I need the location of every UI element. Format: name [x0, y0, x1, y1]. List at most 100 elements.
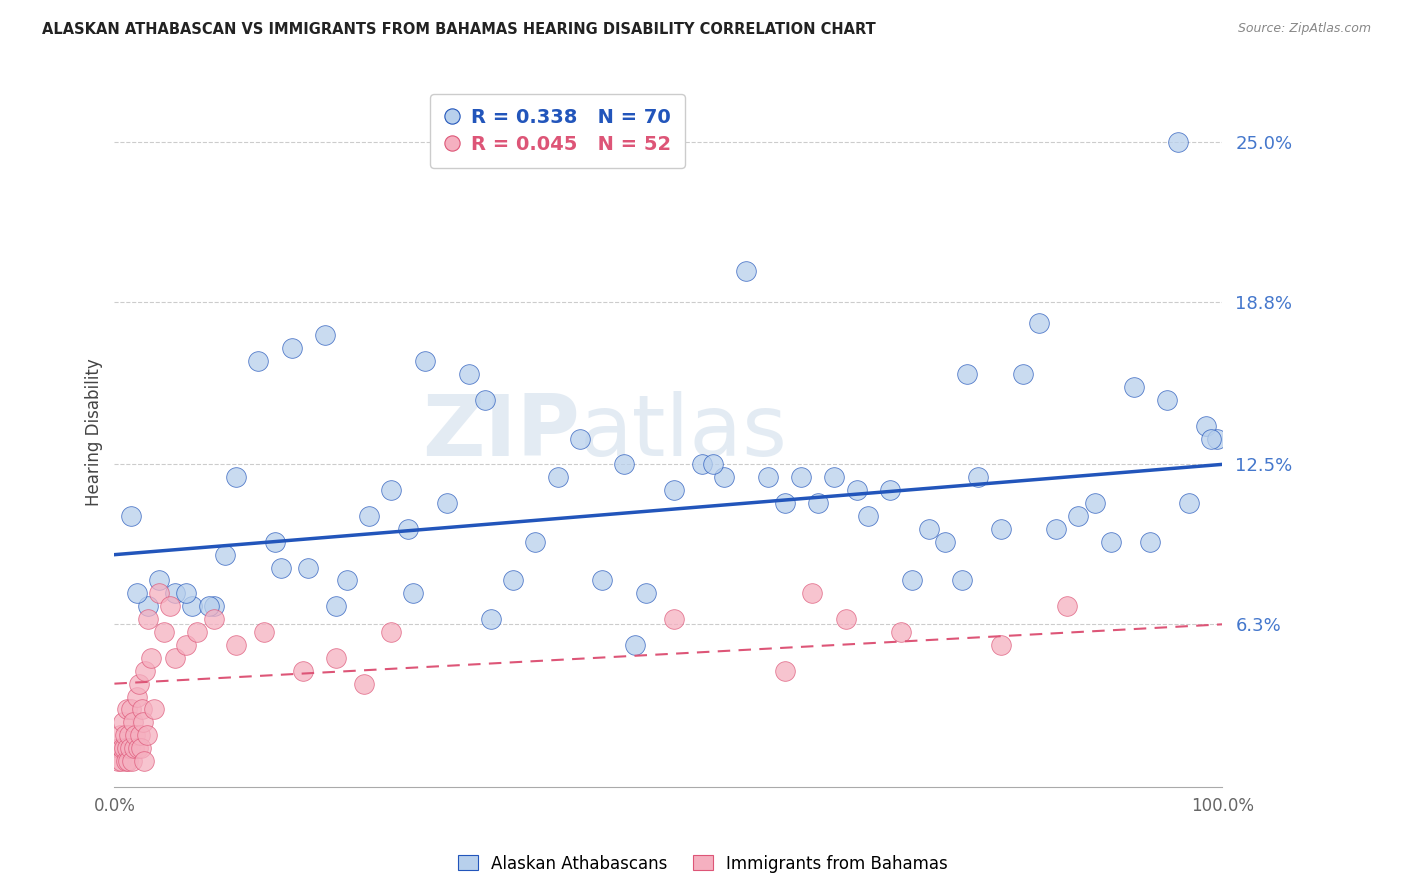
Point	[115, 741, 138, 756]
Point	[1045, 522, 1067, 536]
Point	[702, 458, 724, 472]
Point	[457, 367, 479, 381]
Point	[120, 508, 142, 523]
Point	[136, 599, 159, 614]
Point	[153, 625, 176, 640]
Point	[143, 702, 166, 716]
Point	[773, 496, 796, 510]
Point	[547, 470, 569, 484]
Point	[139, 651, 162, 665]
Point	[879, 483, 901, 498]
Point	[176, 586, 198, 600]
Point	[1156, 392, 1178, 407]
Point	[117, 754, 139, 768]
Point	[756, 470, 779, 484]
Point	[107, 754, 129, 768]
Point	[148, 586, 170, 600]
Point	[225, 638, 247, 652]
Point	[834, 612, 856, 626]
Legend: R = 0.338   N = 70, R = 0.045   N = 52: R = 0.338 N = 70, R = 0.045 N = 52	[430, 95, 685, 168]
Point	[118, 741, 141, 756]
Point	[124, 741, 146, 756]
Point	[134, 754, 156, 768]
Point	[801, 586, 824, 600]
Point	[359, 508, 381, 523]
Point	[568, 432, 591, 446]
Point	[662, 612, 685, 626]
Point	[280, 341, 302, 355]
Point	[436, 496, 458, 510]
Point	[325, 651, 347, 665]
Point	[591, 574, 613, 588]
Point	[115, 754, 138, 768]
Point	[112, 741, 135, 756]
Point	[1139, 534, 1161, 549]
Point	[396, 522, 419, 536]
Point	[990, 638, 1012, 652]
Point	[1011, 367, 1033, 381]
Point	[524, 534, 547, 549]
Point	[225, 470, 247, 484]
Point	[336, 574, 359, 588]
Point	[125, 690, 148, 704]
Point	[186, 625, 208, 640]
Point	[950, 574, 973, 588]
Point	[115, 702, 138, 716]
Point	[1028, 316, 1050, 330]
Point	[270, 560, 292, 574]
Legend: Alaskan Athabascans, Immigrants from Bahamas: Alaskan Athabascans, Immigrants from Bah…	[451, 848, 955, 880]
Point	[110, 754, 132, 768]
Point	[247, 354, 270, 368]
Point	[1194, 418, 1216, 433]
Point	[624, 638, 647, 652]
Point	[845, 483, 868, 498]
Point	[165, 586, 187, 600]
Point	[118, 728, 141, 742]
Point	[380, 625, 402, 640]
Point	[1122, 380, 1144, 394]
Point	[807, 496, 830, 510]
Point	[856, 508, 879, 523]
Point	[1167, 135, 1189, 149]
Point	[1084, 496, 1107, 510]
Point	[202, 612, 225, 626]
Point	[120, 702, 142, 716]
Point	[325, 599, 347, 614]
Point	[108, 741, 131, 756]
Point	[125, 586, 148, 600]
Point	[197, 599, 219, 614]
Point	[181, 599, 204, 614]
Point	[114, 728, 136, 742]
Point	[127, 741, 149, 756]
Point	[134, 664, 156, 678]
Point	[1205, 432, 1227, 446]
Point	[413, 354, 436, 368]
Point	[713, 470, 735, 484]
Point	[502, 574, 524, 588]
Point	[773, 664, 796, 678]
Point	[132, 715, 155, 730]
Point	[890, 625, 912, 640]
Point	[380, 483, 402, 498]
Point	[917, 522, 939, 536]
Text: ZIP: ZIP	[422, 391, 579, 474]
Point	[136, 612, 159, 626]
Point	[253, 625, 276, 640]
Point	[124, 728, 146, 742]
Point	[291, 664, 314, 678]
Point	[264, 534, 287, 549]
Point	[148, 574, 170, 588]
Point	[734, 264, 756, 278]
Point	[111, 741, 134, 756]
Point	[122, 715, 145, 730]
Y-axis label: Hearing Disability: Hearing Disability	[86, 359, 103, 506]
Point	[176, 638, 198, 652]
Point	[690, 458, 713, 472]
Point	[479, 612, 502, 626]
Point	[214, 548, 236, 562]
Point	[128, 728, 150, 742]
Point	[1067, 508, 1090, 523]
Point	[790, 470, 813, 484]
Text: ALASKAN ATHABASCAN VS IMMIGRANTS FROM BAHAMAS HEARING DISABILITY CORRELATION CHA: ALASKAN ATHABASCAN VS IMMIGRANTS FROM BA…	[42, 22, 876, 37]
Point	[131, 702, 153, 716]
